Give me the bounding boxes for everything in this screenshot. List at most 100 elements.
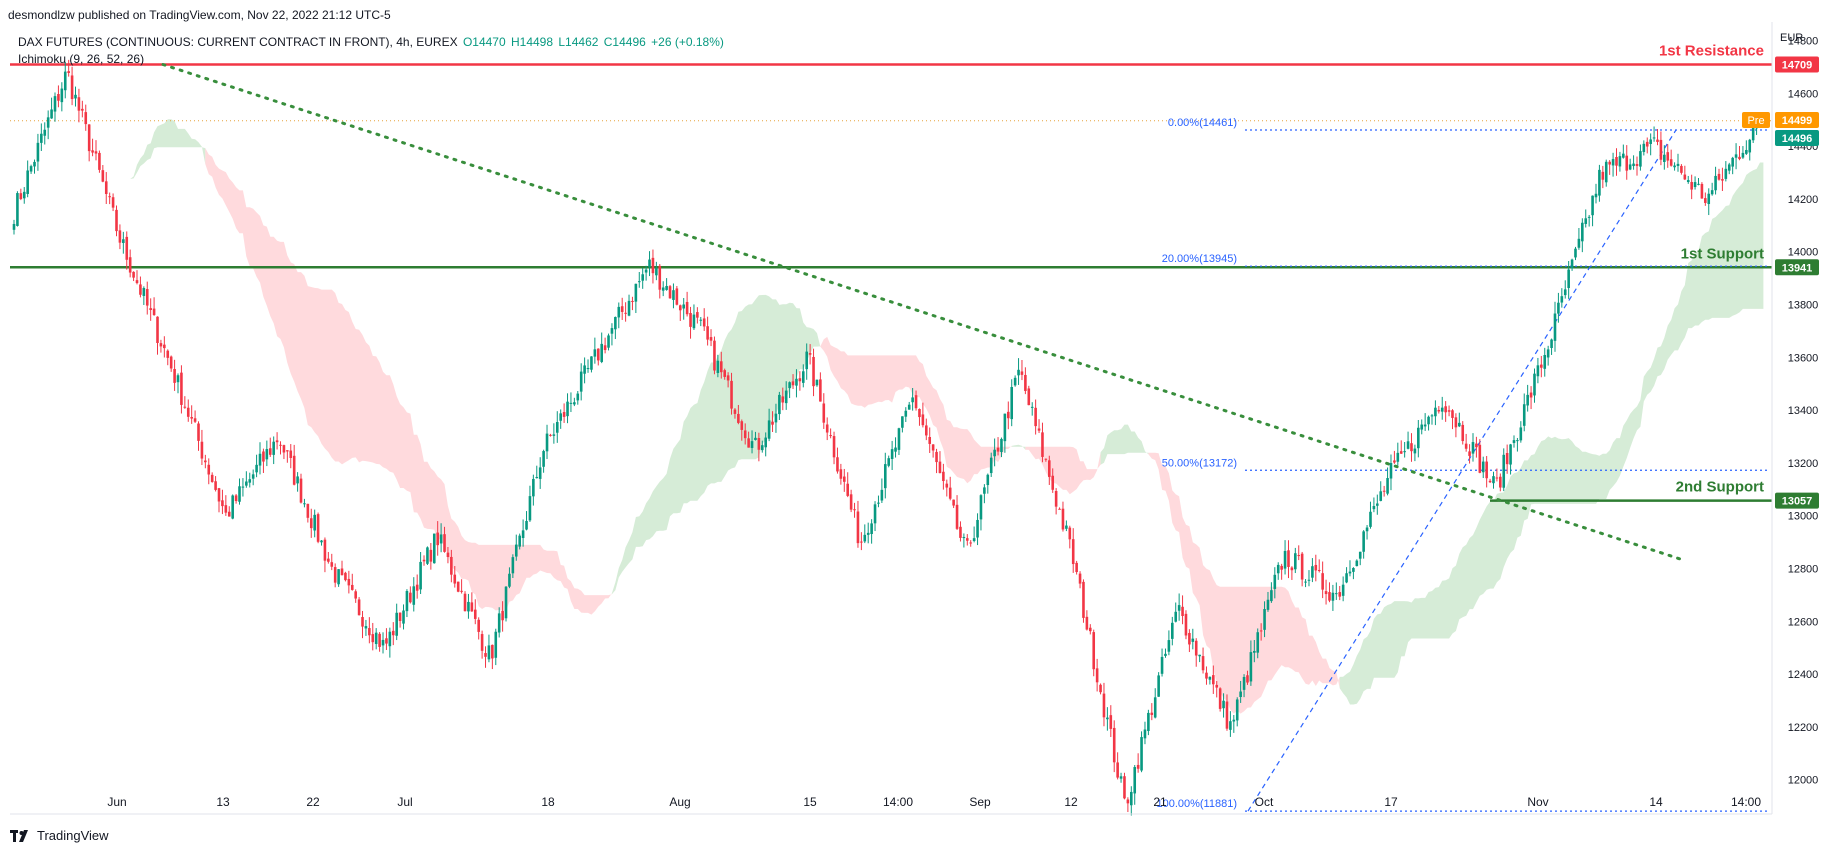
candle: [594, 338, 597, 364]
ohlc-change: +26 (+0.18%): [651, 35, 724, 49]
candle-body: [1496, 478, 1499, 479]
candle-body: [1403, 451, 1406, 452]
candle: [1034, 400, 1037, 435]
candle-body: [1608, 162, 1611, 165]
candle-body: [922, 414, 925, 425]
candle-body: [1427, 417, 1430, 425]
candle-body: [652, 258, 655, 273]
candle-body: [761, 445, 764, 450]
indicator-ichimoku[interactable]: Ichimoku (9, 26, 52, 26): [18, 52, 144, 66]
candle-body: [1520, 427, 1523, 440]
candle-body: [963, 537, 966, 538]
candle: [300, 474, 303, 504]
candle: [433, 534, 436, 564]
candle-body: [727, 375, 730, 380]
candle: [1625, 145, 1628, 180]
candle-body: [180, 373, 183, 405]
candle: [71, 67, 74, 105]
candle: [1092, 630, 1095, 677]
candle-body: [1485, 462, 1488, 479]
candle: [1072, 528, 1075, 573]
candle: [1537, 358, 1540, 383]
candle: [23, 187, 26, 204]
candle: [542, 450, 545, 473]
candle-body: [228, 512, 231, 517]
candle-body: [395, 613, 398, 636]
candle-body: [1274, 575, 1277, 589]
candle-body: [313, 515, 316, 531]
candle-body: [1379, 491, 1382, 501]
candle: [573, 398, 576, 406]
candle: [365, 620, 368, 636]
candle: [1407, 432, 1410, 450]
candle-body: [1663, 155, 1666, 162]
candle: [1089, 624, 1092, 634]
level-name-2: 1st Support: [1681, 245, 1764, 262]
x-tick-label: 12: [1064, 795, 1078, 809]
candle-body: [655, 268, 658, 275]
support-2-badge: 13057: [1782, 496, 1813, 508]
candle: [1420, 419, 1423, 434]
candle: [1485, 456, 1488, 487]
candle-body: [430, 550, 433, 562]
candle: [1745, 140, 1748, 155]
y-tick-label: 13600: [1788, 352, 1819, 364]
candle: [843, 469, 846, 492]
candle-body: [61, 89, 64, 103]
candle-body: [98, 153, 101, 170]
candle: [406, 589, 409, 617]
candle: [1055, 488, 1058, 514]
candle-body: [125, 237, 128, 260]
x-tick-label: 21: [1153, 795, 1167, 809]
candle-body: [1140, 737, 1143, 770]
candle-body: [197, 424, 200, 441]
candle-body: [969, 542, 972, 543]
candle-body: [474, 610, 477, 619]
candle: [20, 189, 23, 200]
candle-body: [327, 559, 330, 562]
candle: [166, 349, 169, 365]
candle-body: [20, 193, 23, 199]
candle: [81, 101, 84, 118]
candle-body: [88, 124, 91, 151]
candle: [1017, 358, 1020, 385]
candle-body: [822, 403, 825, 422]
candle: [484, 646, 487, 667]
y-tick-label: 12400: [1788, 669, 1819, 681]
candle-body: [1629, 164, 1632, 169]
tradingview-logo[interactable]: TradingView: [10, 828, 109, 843]
candle-body: [1458, 423, 1461, 426]
candle: [37, 134, 40, 171]
candle-body: [819, 379, 822, 401]
candle-body: [1027, 388, 1030, 405]
candle-body: [1673, 166, 1676, 168]
candle: [84, 105, 87, 131]
candle-body: [1267, 600, 1270, 610]
candle: [1448, 406, 1451, 417]
candle-body: [132, 272, 135, 278]
candle-body: [744, 430, 747, 438]
candle: [293, 445, 296, 485]
candle-body: [1383, 491, 1386, 492]
ichimoku-cloud-segment: [205, 148, 612, 614]
candle: [74, 87, 77, 107]
candle-body: [26, 170, 29, 193]
candle: [180, 365, 183, 413]
candle: [628, 295, 631, 317]
candle: [1007, 401, 1010, 429]
candle: [242, 478, 245, 496]
candle: [50, 98, 53, 119]
candle-body: [669, 286, 672, 298]
candle: [1502, 448, 1505, 491]
candle: [980, 494, 983, 530]
candle: [1612, 153, 1615, 177]
candle-body: [600, 344, 603, 362]
candle-body: [850, 494, 853, 509]
candle-body: [1438, 410, 1441, 411]
candle-body: [730, 381, 733, 409]
candle: [617, 302, 620, 328]
axes: 1200012200124001260012800130001320013400…: [10, 22, 1818, 814]
candle-body: [1684, 175, 1687, 180]
candle-body: [525, 521, 528, 530]
